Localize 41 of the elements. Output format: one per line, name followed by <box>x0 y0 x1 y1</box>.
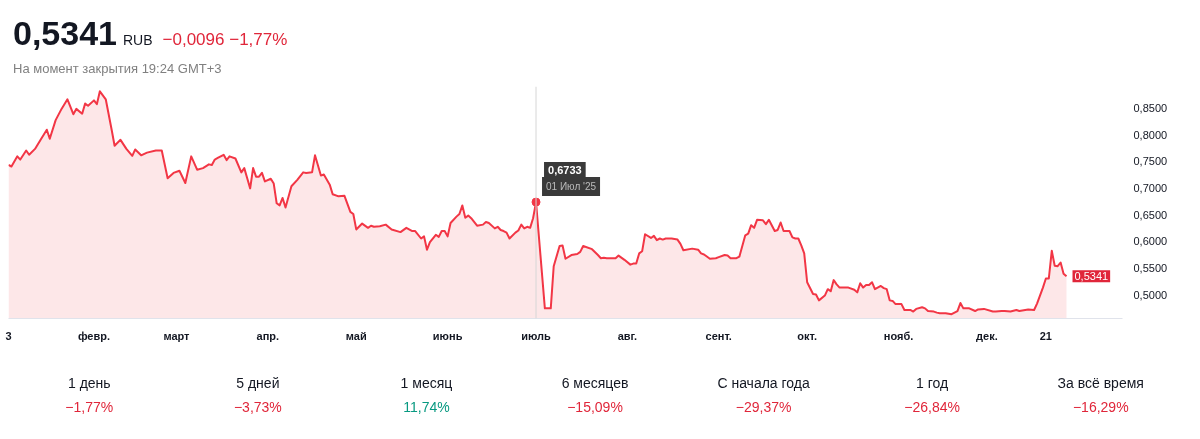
text: 1 год <box>915 374 950 393</box>
y-tick-label: 0,6000 <box>1133 235 1168 248</box>
x-tick-label: июнь <box>432 329 463 342</box>
x-tick-label: июль <box>521 329 552 342</box>
text: −29,37% <box>734 398 793 417</box>
text: С начала года <box>716 374 811 393</box>
x-tick-label: 3 <box>5 329 12 342</box>
annotation: 0,6733 01 Июл '25 <box>546 164 597 193</box>
text: −1,77% <box>64 398 115 417</box>
text: −26,84% <box>903 398 961 417</box>
x-tick-label: дек. <box>976 329 998 342</box>
text: За всё время <box>1056 374 1145 393</box>
text: 5 дней <box>235 374 281 393</box>
text: 1 день <box>66 374 112 393</box>
y-tick-label: 0,8500 <box>1133 101 1168 114</box>
chart-subtitle: На момент закрытия 19:24 GMT+3 <box>13 59 223 78</box>
text: 11,74% <box>402 398 451 417</box>
text: 6 месяцев <box>560 374 630 393</box>
y-tick-label: 0,6500 <box>1133 208 1168 221</box>
y-tick-label: 0,7500 <box>1133 155 1168 168</box>
x-tick-label: нояб. <box>883 329 914 342</box>
x-tick-label: сент. <box>705 329 732 342</box>
text: −16,29% <box>1071 398 1130 417</box>
y-tick-label: 0,8000 <box>1133 128 1168 141</box>
x-tick-label: апр. <box>256 329 280 342</box>
x-tick-label: май <box>345 329 367 342</box>
chart-title: 0,5341 <box>13 14 117 52</box>
text: −3,73% <box>232 398 283 417</box>
x-tick-label: окт. <box>797 329 818 342</box>
y-tick-label: 0,7000 <box>1133 181 1168 194</box>
y-tick-label: 0,5000 <box>1133 288 1168 301</box>
x-tick-label: 21 <box>1039 329 1053 342</box>
text: −15,09% <box>566 398 624 417</box>
x-tick-label: март <box>163 329 191 342</box>
x-tick-label: февр. <box>77 329 111 342</box>
annotation: 0,5341 <box>1074 270 1109 283</box>
y-tick-label: 0,5500 <box>1133 261 1168 274</box>
text: 1 месяц <box>399 374 454 393</box>
x-tick-label: авг. <box>617 329 638 342</box>
text: −0,0096 −1,77% <box>162 30 288 49</box>
text: RUB <box>123 32 153 48</box>
